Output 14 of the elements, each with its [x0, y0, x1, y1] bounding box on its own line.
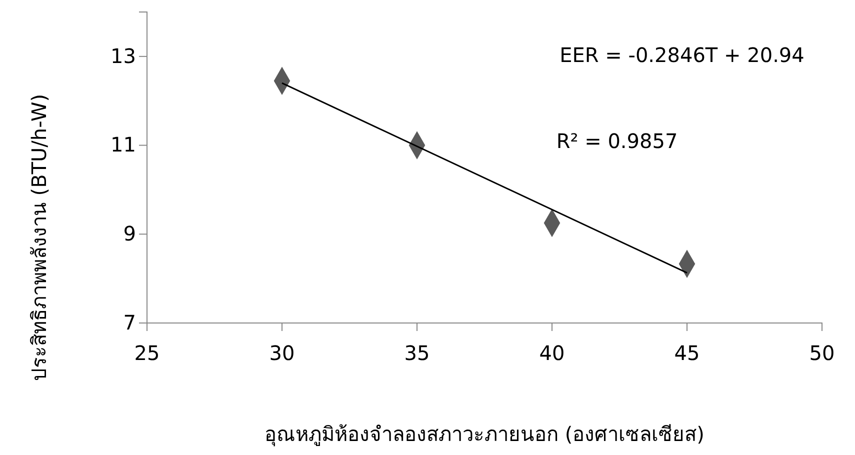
y-tick-label: 9 [123, 222, 136, 246]
x-tick-label: 30 [269, 341, 295, 365]
x-tick-label: 25 [134, 341, 160, 365]
y-tick-label: 11 [110, 132, 136, 157]
x-tick-label: 40 [539, 341, 565, 365]
y-tick-label: 7 [123, 310, 136, 334]
annotation: R² = 0.9857 [556, 129, 678, 153]
x-tick-label: 35 [404, 341, 430, 365]
y-axis-title: ประสิทธิภาพพลังงาน (BTU/h-W) [27, 94, 51, 382]
y-tick-label: 13 [110, 44, 136, 68]
x-tick-label: 45 [674, 341, 700, 365]
x-tick-label: 50 [809, 341, 835, 365]
x-axis-title: อุณหภูมิห้องจำลองสภาวะภายนอก (องศาเซลเซียส) [264, 422, 704, 447]
annotation: EER = -0.2846T + 20.94 [560, 43, 804, 67]
